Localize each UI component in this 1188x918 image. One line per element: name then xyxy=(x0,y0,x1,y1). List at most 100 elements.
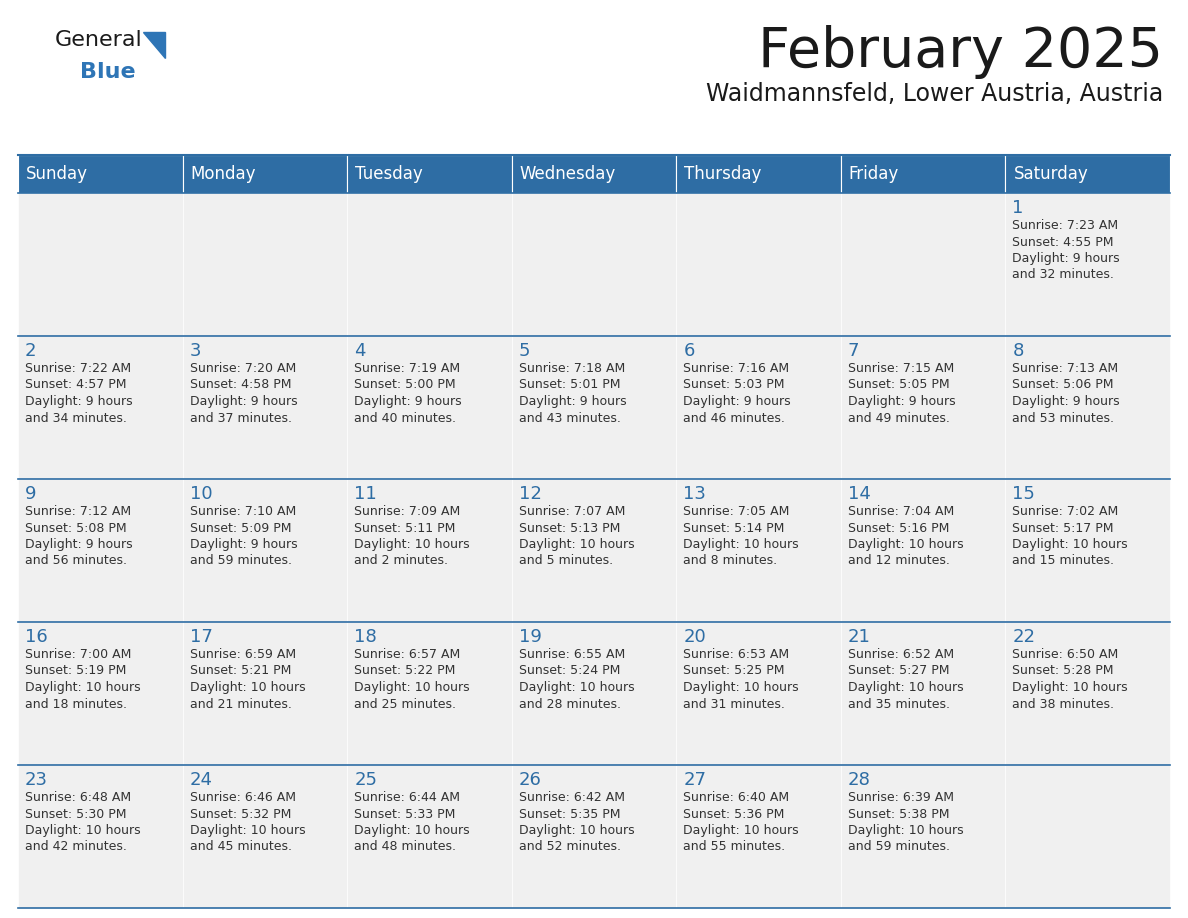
Bar xyxy=(183,479,347,622)
Bar xyxy=(676,155,841,193)
Text: Daylight: 9 hours: Daylight: 9 hours xyxy=(519,395,626,408)
Text: Sunset: 4:58 PM: Sunset: 4:58 PM xyxy=(190,378,291,391)
Text: and 43 minutes.: and 43 minutes. xyxy=(519,411,620,424)
Text: Sunset: 5:05 PM: Sunset: 5:05 PM xyxy=(848,378,949,391)
Text: Sunrise: 6:50 AM: Sunrise: 6:50 AM xyxy=(1012,648,1119,661)
Bar xyxy=(676,193,841,336)
Bar xyxy=(676,336,841,479)
Bar xyxy=(676,765,841,908)
Text: 10: 10 xyxy=(190,485,213,503)
Text: and 42 minutes.: and 42 minutes. xyxy=(25,841,127,854)
Text: Sunrise: 6:53 AM: Sunrise: 6:53 AM xyxy=(683,648,789,661)
Text: Daylight: 10 hours: Daylight: 10 hours xyxy=(1012,681,1129,694)
Text: Daylight: 10 hours: Daylight: 10 hours xyxy=(190,681,305,694)
Text: 27: 27 xyxy=(683,771,707,789)
Bar xyxy=(183,155,347,193)
Bar xyxy=(676,622,841,765)
Text: Sunday: Sunday xyxy=(26,165,88,183)
Text: Sunset: 5:36 PM: Sunset: 5:36 PM xyxy=(683,808,784,821)
Text: Daylight: 10 hours: Daylight: 10 hours xyxy=(190,824,305,837)
Bar xyxy=(183,336,347,479)
Bar xyxy=(512,193,676,336)
Text: Daylight: 9 hours: Daylight: 9 hours xyxy=(25,538,133,551)
Text: Sunset: 5:03 PM: Sunset: 5:03 PM xyxy=(683,378,785,391)
Text: 1: 1 xyxy=(1012,199,1024,217)
Text: and 55 minutes.: and 55 minutes. xyxy=(683,841,785,854)
Text: and 18 minutes.: and 18 minutes. xyxy=(25,698,127,711)
Bar xyxy=(512,336,676,479)
Text: February 2025: February 2025 xyxy=(758,25,1163,79)
Text: Monday: Monday xyxy=(190,165,257,183)
Text: Daylight: 10 hours: Daylight: 10 hours xyxy=(519,681,634,694)
Text: and 37 minutes.: and 37 minutes. xyxy=(190,411,291,424)
Text: Sunset: 5:19 PM: Sunset: 5:19 PM xyxy=(25,665,126,677)
Text: Sunrise: 6:42 AM: Sunrise: 6:42 AM xyxy=(519,791,625,804)
Text: and 56 minutes.: and 56 minutes. xyxy=(25,554,127,567)
Text: 20: 20 xyxy=(683,628,706,646)
Text: Daylight: 10 hours: Daylight: 10 hours xyxy=(25,681,140,694)
Text: Daylight: 10 hours: Daylight: 10 hours xyxy=(848,538,963,551)
Text: and 28 minutes.: and 28 minutes. xyxy=(519,698,620,711)
Text: 21: 21 xyxy=(848,628,871,646)
Text: Sunrise: 7:02 AM: Sunrise: 7:02 AM xyxy=(1012,505,1119,518)
Text: Sunset: 5:17 PM: Sunset: 5:17 PM xyxy=(1012,521,1114,534)
Text: Sunset: 5:38 PM: Sunset: 5:38 PM xyxy=(848,808,949,821)
Bar xyxy=(1005,765,1170,908)
Text: Sunrise: 6:55 AM: Sunrise: 6:55 AM xyxy=(519,648,625,661)
Text: Daylight: 10 hours: Daylight: 10 hours xyxy=(519,538,634,551)
Text: Thursday: Thursday xyxy=(684,165,762,183)
Text: Sunrise: 7:05 AM: Sunrise: 7:05 AM xyxy=(683,505,790,518)
Text: 25: 25 xyxy=(354,771,377,789)
Bar xyxy=(841,765,1005,908)
Text: Sunset: 5:08 PM: Sunset: 5:08 PM xyxy=(25,521,127,534)
Text: Daylight: 9 hours: Daylight: 9 hours xyxy=(354,395,462,408)
Bar xyxy=(1005,479,1170,622)
Text: 13: 13 xyxy=(683,485,706,503)
Text: Sunset: 5:30 PM: Sunset: 5:30 PM xyxy=(25,808,126,821)
Text: 16: 16 xyxy=(25,628,48,646)
Text: Sunset: 5:09 PM: Sunset: 5:09 PM xyxy=(190,521,291,534)
Text: General: General xyxy=(55,30,143,50)
Text: Sunrise: 7:18 AM: Sunrise: 7:18 AM xyxy=(519,362,625,375)
Text: Daylight: 10 hours: Daylight: 10 hours xyxy=(848,681,963,694)
Text: Sunset: 5:00 PM: Sunset: 5:00 PM xyxy=(354,378,456,391)
Bar xyxy=(347,193,512,336)
Text: Sunrise: 7:19 AM: Sunrise: 7:19 AM xyxy=(354,362,460,375)
Text: and 59 minutes.: and 59 minutes. xyxy=(190,554,291,567)
Text: and 8 minutes.: and 8 minutes. xyxy=(683,554,777,567)
Text: 11: 11 xyxy=(354,485,377,503)
Bar xyxy=(512,155,676,193)
Text: Daylight: 10 hours: Daylight: 10 hours xyxy=(683,538,798,551)
Text: Sunrise: 7:15 AM: Sunrise: 7:15 AM xyxy=(848,362,954,375)
Text: and 34 minutes.: and 34 minutes. xyxy=(25,411,127,424)
Text: Sunset: 5:27 PM: Sunset: 5:27 PM xyxy=(848,665,949,677)
Text: Wednesday: Wednesday xyxy=(519,165,615,183)
Text: 2: 2 xyxy=(25,342,37,360)
Text: and 5 minutes.: and 5 minutes. xyxy=(519,554,613,567)
Text: Sunrise: 7:13 AM: Sunrise: 7:13 AM xyxy=(1012,362,1119,375)
Text: Sunrise: 7:20 AM: Sunrise: 7:20 AM xyxy=(190,362,296,375)
Bar xyxy=(676,479,841,622)
Text: Sunset: 5:14 PM: Sunset: 5:14 PM xyxy=(683,521,784,534)
Text: and 49 minutes.: and 49 minutes. xyxy=(848,411,949,424)
Bar xyxy=(18,622,183,765)
Bar xyxy=(512,765,676,908)
Text: and 59 minutes.: and 59 minutes. xyxy=(848,841,950,854)
Text: Sunrise: 7:23 AM: Sunrise: 7:23 AM xyxy=(1012,219,1119,232)
Bar xyxy=(18,336,183,479)
Text: and 32 minutes.: and 32 minutes. xyxy=(1012,268,1114,282)
Text: 4: 4 xyxy=(354,342,366,360)
Text: Daylight: 9 hours: Daylight: 9 hours xyxy=(683,395,791,408)
Text: Saturday: Saturday xyxy=(1013,165,1088,183)
Text: 19: 19 xyxy=(519,628,542,646)
Text: Daylight: 10 hours: Daylight: 10 hours xyxy=(354,538,469,551)
Text: 24: 24 xyxy=(190,771,213,789)
Text: and 25 minutes.: and 25 minutes. xyxy=(354,698,456,711)
Text: Sunrise: 7:09 AM: Sunrise: 7:09 AM xyxy=(354,505,461,518)
Bar xyxy=(512,479,676,622)
Text: Daylight: 9 hours: Daylight: 9 hours xyxy=(190,538,297,551)
Text: and 15 minutes.: and 15 minutes. xyxy=(1012,554,1114,567)
Text: Sunset: 5:28 PM: Sunset: 5:28 PM xyxy=(1012,665,1114,677)
Text: Daylight: 10 hours: Daylight: 10 hours xyxy=(848,824,963,837)
Bar xyxy=(841,193,1005,336)
